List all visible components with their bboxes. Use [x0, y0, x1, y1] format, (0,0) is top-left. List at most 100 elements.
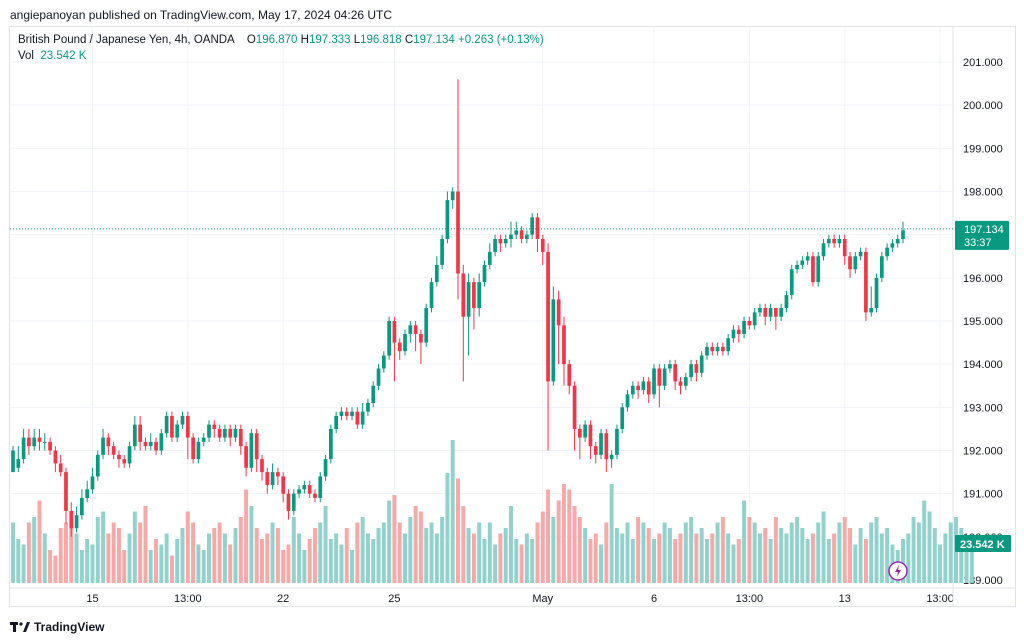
candle-body [795, 264, 799, 270]
publisher-line: angiepanoyan published on TradingView.co… [10, 8, 393, 22]
volume-bar [789, 522, 794, 583]
volume-bar [816, 522, 821, 583]
volume-bar [927, 511, 932, 583]
volume-bar [69, 528, 74, 583]
volume-bar [471, 533, 476, 583]
volume-bar [207, 533, 211, 583]
volume-bar [842, 517, 847, 583]
open-label: O [246, 34, 256, 46]
x-tick-label: 13:00 [926, 593, 954, 605]
volume-bar [291, 517, 296, 583]
candle-body [874, 277, 879, 309]
candle-body [132, 424, 137, 447]
candle-body [106, 437, 111, 447]
volume-bar [191, 522, 196, 583]
volume-bar [371, 539, 376, 583]
volume-bar [498, 533, 503, 583]
volume-bar [556, 500, 561, 583]
volume-bar [63, 522, 68, 583]
candle-body [191, 437, 195, 460]
change-value: +0.263 (+0.13%) [458, 34, 544, 46]
candle-body [901, 230, 905, 239]
volume-bar [879, 533, 884, 583]
volume-bar [705, 539, 709, 583]
volume-bar [101, 511, 106, 583]
candle-body [641, 381, 646, 391]
candle-body [890, 243, 895, 248]
volume-bar [169, 555, 174, 583]
close-value: 197.134 [413, 34, 455, 46]
candle-body [413, 325, 418, 334]
volume-bar [959, 528, 964, 583]
volume-bar [657, 533, 662, 583]
volume-bar [456, 478, 460, 583]
volume-bar [434, 533, 439, 583]
candle-body [228, 428, 233, 438]
price-tag-value: 197.134 [964, 224, 1004, 236]
y-tick-label: 201.000 [963, 57, 1003, 69]
volume-bar [138, 522, 143, 583]
candle-body [159, 433, 164, 451]
volume-bar [461, 506, 466, 583]
candle-body [657, 368, 662, 386]
candle-body [32, 437, 37, 447]
volume-bar [620, 533, 625, 583]
volume-bar [360, 517, 365, 583]
footer-brand[interactable]: TradingView [10, 620, 104, 634]
candle-body [546, 251, 550, 382]
high-label: H [300, 34, 309, 46]
volume-bar [779, 528, 784, 583]
candle-body [879, 256, 884, 278]
candle-body [477, 282, 482, 309]
volume-bar [233, 528, 238, 583]
symbol-legend: British Pound / Japanese Yen, 4h, OANDA … [18, 34, 544, 46]
candle-body [551, 299, 556, 382]
volume-bar [148, 550, 153, 583]
candle-body [630, 385, 635, 395]
candle-body [567, 364, 572, 386]
y-tick-label: 199.000 [963, 143, 1003, 155]
candle-body [816, 256, 821, 283]
candle-body [318, 476, 323, 498]
y-tick-label: 189.000 [963, 575, 1003, 587]
candle-body [95, 454, 100, 477]
volume-bar [466, 528, 471, 583]
volume-bar [932, 528, 937, 583]
low-label: L [353, 34, 361, 46]
candle-body [217, 428, 222, 438]
volume-bar [652, 539, 656, 583]
candle-body [16, 459, 21, 468]
volume-bar [964, 539, 969, 583]
volume-bar [53, 555, 58, 583]
volume-bar [90, 544, 95, 583]
candle-body [254, 433, 259, 460]
candle-body [42, 441, 47, 443]
volume-bar [381, 522, 386, 583]
candle-body [530, 217, 535, 235]
volume-bar [593, 533, 598, 583]
candle-body [652, 368, 656, 395]
candle-body [117, 454, 121, 460]
volume-bar [784, 533, 789, 583]
volume-bar [132, 511, 137, 583]
candle-body [779, 308, 784, 317]
volume-bar [683, 522, 688, 583]
candle-body [387, 321, 391, 356]
candle-body [662, 368, 667, 386]
volume-bar [731, 544, 736, 583]
volume-bar [938, 544, 943, 583]
candle-body [864, 251, 868, 313]
volume-bar [365, 533, 370, 583]
footer-brand-label: TradingView [34, 620, 105, 634]
volume-bar [42, 533, 47, 583]
volume-bar [32, 517, 37, 583]
candle-body [434, 264, 439, 283]
candle-body [164, 415, 169, 434]
volume-tag-value: 23.542 K [960, 539, 1005, 551]
volume-bar [736, 539, 741, 583]
volume-bar [630, 539, 635, 583]
volume-bar [757, 533, 762, 583]
candle-body [673, 364, 678, 382]
volume-bar [689, 517, 694, 583]
